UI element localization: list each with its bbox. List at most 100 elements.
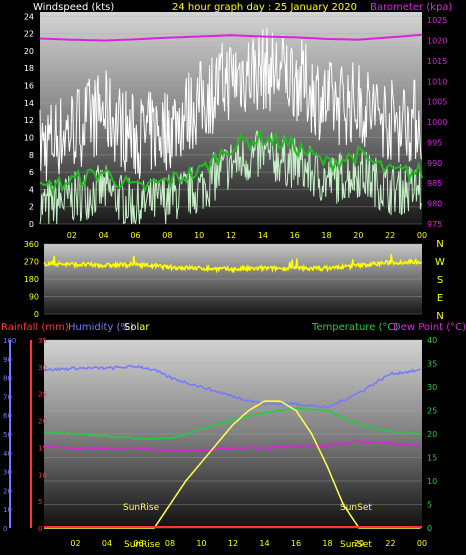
- wind-x-tick: 04: [99, 231, 109, 240]
- barometer-y-tick: 1025: [427, 16, 447, 25]
- sunset-time-label: SunSet: [340, 540, 372, 550]
- temperature-y-tick: 25: [427, 407, 437, 416]
- barometer-y-tick: 995: [427, 138, 442, 147]
- temperature-y-tick: 15: [427, 454, 437, 463]
- humidity-y-tick: 40: [3, 450, 12, 458]
- bottom-x-tick: 06: [133, 539, 143, 548]
- humidity-y-tick: 80: [3, 375, 12, 383]
- humidity-y-tick: 50: [3, 431, 12, 439]
- temp-humidity-panel: 0 10 20 30 40 50 60 70 80 90 10 00 5 10 15 20 25 30 35 0 5 10…: [1, 322, 466, 550]
- wind-x-tick: 14: [258, 231, 268, 240]
- wind-y-tick: 8: [29, 151, 34, 160]
- wind-x-tick: 18: [321, 231, 331, 240]
- temperature-y-tick: 20: [427, 430, 437, 439]
- wind-x-tick: 12: [226, 231, 236, 240]
- rainfall-y-tick: 20: [38, 418, 47, 426]
- bottom-x-tick: 18: [322, 539, 332, 548]
- wind-y-tick: 16: [24, 82, 34, 91]
- bottom-x-tick: 22: [385, 539, 395, 548]
- direction-y-tick-labels: 0 90 180 270 360: [24, 240, 39, 319]
- wind-x-tick: 00: [417, 231, 427, 240]
- compass-label: E: [437, 293, 443, 304]
- barometer-y-tick: 1000: [427, 118, 447, 127]
- humidity-y-tick: 30: [3, 469, 12, 477]
- rainfall-y-tick: 30: [38, 364, 47, 372]
- rainfall-y-tick: 0: [38, 525, 42, 533]
- wind-y-tick: 22: [24, 30, 34, 39]
- wind-y-tick: 2: [29, 203, 34, 212]
- temperature-y-tick: 5: [427, 501, 432, 510]
- barometer-y-tick: 980: [427, 200, 442, 209]
- compass-label: W: [435, 257, 445, 268]
- barometer-y-tick: 985: [427, 179, 442, 188]
- humidity-y-tick: 90: [3, 356, 12, 364]
- wind-average-series: [39, 130, 423, 198]
- direction-gridlines: [44, 243, 422, 315]
- wind-x-tick: 06: [130, 231, 140, 240]
- wind-x-tick: 22: [385, 231, 395, 240]
- rainfall-y-tick: 35: [38, 337, 47, 345]
- wind-x-tick: 16: [290, 231, 300, 240]
- humidity-y-tick: 10: [3, 506, 12, 514]
- barometer-y-tick: 1015: [427, 57, 447, 66]
- wind-y-tick: 18: [24, 64, 34, 73]
- rainfall-y-tick: 10: [38, 471, 47, 479]
- compass-label: S: [437, 275, 443, 286]
- compass-label: N: [436, 311, 443, 322]
- barometer-y-tick: 1005: [427, 98, 447, 107]
- bottom-x-tick: 10: [196, 539, 206, 548]
- wind-y-tick: 14: [24, 99, 34, 108]
- graph-title: 24 hour graph day : 25 January 2020: [172, 2, 357, 13]
- wind-x-tick: 20: [353, 231, 363, 240]
- sunset-label: SunSet: [340, 503, 372, 513]
- bottom-x-tick: 12: [228, 539, 238, 548]
- wind-y-tick: 10: [24, 133, 34, 142]
- wind-title: Windspeed (kts): [33, 2, 114, 13]
- bottom-x-tick: 02: [70, 539, 80, 548]
- bottom-x-tick: 14: [259, 539, 269, 548]
- direction-y-tick: 90: [29, 293, 39, 302]
- humidity-y-tick: 70: [3, 393, 12, 401]
- wind-y-tick: 24: [24, 12, 34, 21]
- barometer-y-tick: 1010: [427, 77, 447, 86]
- bottom-x-tick-labels: 02 04 06 08 10 12 14 16 18 20 22 00: [70, 539, 427, 548]
- dewpoint-title: Dew Point (°C): [393, 322, 466, 333]
- temperature-y-tick: 10: [427, 477, 437, 486]
- rainfall-y-tick: 15: [38, 444, 47, 452]
- direction-y-tick: 0: [34, 310, 39, 319]
- bottom-x-tick: 04: [102, 539, 112, 548]
- direction-plot-background: [44, 244, 422, 314]
- wind-x-tick: 10: [194, 231, 204, 240]
- temperature-series: [44, 407, 421, 441]
- sunrise-label: SunRise: [123, 503, 160, 513]
- humidity-y-tick: 20: [3, 487, 12, 495]
- bottom-x-tick: 00: [417, 539, 427, 548]
- wind-y-tick: 4: [29, 185, 34, 194]
- bottom-x-tick: 20: [354, 539, 364, 548]
- barometer-title: Barometer (kpa): [370, 2, 452, 13]
- wind-x-tick-labels: 02 04 06 08 10 12 14 16 18 20 22 00: [67, 231, 427, 240]
- temperature-y-tick: 0: [427, 524, 432, 533]
- wind-gust-series: [39, 27, 422, 182]
- compass-label: N: [436, 239, 443, 250]
- barometer-y-tick: 1020: [427, 37, 447, 46]
- direction-y-tick: 180: [24, 275, 39, 284]
- bottom-x-tick: 08: [165, 539, 175, 548]
- rainfall-y-tick: 25: [38, 391, 47, 399]
- dewpoint-series: [43, 439, 421, 453]
- wind-direction-series: [43, 253, 422, 274]
- wind-y-tick: 6: [29, 168, 34, 177]
- solar-title: Solar: [124, 322, 150, 333]
- temperature-y-tick: 40: [427, 336, 437, 345]
- temperature-y-tick: 30: [427, 383, 437, 392]
- humidity-series: [43, 364, 421, 409]
- rainfall-y-tick: 5: [38, 498, 42, 506]
- barometer-series: [39, 33, 423, 42]
- humidity-y-tick: 60: [3, 412, 12, 420]
- barometer-y-tick-labels: 975 980 985 990 995 1000 1005 1010 1015 1020 1025: [427, 16, 447, 229]
- barometer-y-tick: 990: [427, 159, 442, 168]
- humidity-title: Humidity (%): [68, 322, 134, 333]
